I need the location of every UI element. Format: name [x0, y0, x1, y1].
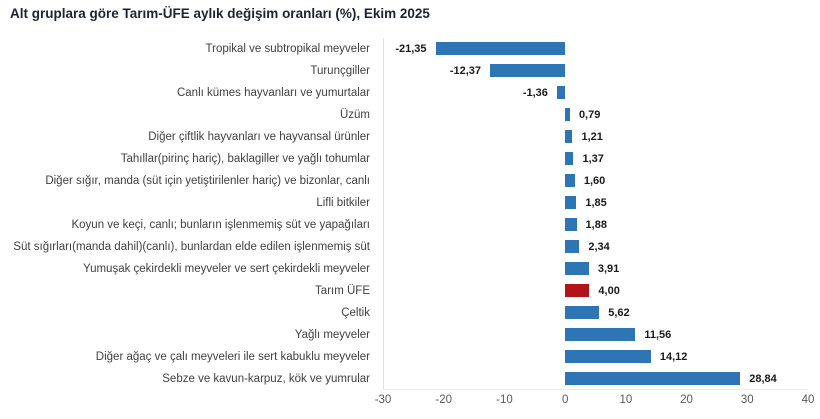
chart-row: Yağlı meyveler 11,56: [0, 324, 820, 346]
value-label: -1,36: [522, 87, 548, 99]
chart-row: Canlı kümes hayvanları ve yumurtalar -1,3…: [0, 82, 820, 104]
value-label: 14,12: [659, 351, 688, 363]
category-label: Diğer çiftlik hayvanları ve hayvansal ür…: [148, 131, 370, 143]
highlight-bar: [565, 284, 590, 297]
value-label: 1,85: [585, 197, 607, 209]
data-bar: [565, 372, 741, 385]
x-tick-label: 20: [680, 394, 693, 406]
value-label: 11,56: [644, 329, 672, 341]
value-label: -21,35: [395, 43, 427, 55]
data-bar: [435, 42, 566, 55]
data-bar: [565, 218, 577, 231]
value-label: 1,60: [583, 175, 606, 187]
data-bar: [565, 350, 651, 363]
chart-row: Tropikal ve subtropikal meyveler -21,35: [0, 38, 820, 60]
chart-row: Çeltik 5,62: [0, 302, 820, 324]
chart-row: Koyun ve keçi, canlı; bunların işlenmemi…: [0, 214, 820, 236]
value-label: 5,62: [608, 307, 630, 319]
plot-area: [383, 38, 808, 390]
data-bar: [565, 262, 589, 275]
x-tick-label: 40: [801, 394, 815, 406]
data-bar: [565, 108, 570, 121]
data-bar: [556, 86, 566, 99]
category-label: Tahıllar(pirinç hariç), baklagiller ve y…: [120, 153, 370, 165]
category-label: Sebze ve kavun-karpuz, kök ve yumrular: [162, 373, 370, 385]
category-label: Diğer ağaç ve çalı meyveleri ile sert ka…: [95, 351, 370, 363]
chart-row: Üzüm 0,79: [0, 104, 820, 126]
category-label: Turunçgiller: [310, 65, 370, 77]
x-tick-label: 10: [619, 394, 633, 406]
data-bar: [565, 240, 580, 253]
category-label: Tarım ÜFE: [315, 285, 370, 297]
chart-row: Turunçgiller -12,37: [0, 60, 820, 82]
data-bar: [565, 306, 600, 319]
chart-row: Diğer ağaç ve çalı meyveleri ile sert ka…: [0, 346, 820, 368]
x-tick-label: -10: [496, 394, 513, 406]
x-tick-label: 0: [561, 394, 569, 406]
category-label: Lifli bitkiler: [316, 197, 370, 209]
category-label: Üzüm: [339, 109, 370, 121]
chart-row: Diğer çiftlik hayvanları ve hayvansal ür…: [0, 126, 820, 148]
value-label: 0,79: [578, 109, 601, 121]
data-bar: [490, 64, 566, 77]
value-label: 28,84: [749, 373, 777, 385]
chart-row: Lifli bitkiler 1,85: [0, 192, 820, 214]
value-label: 3,91: [597, 263, 620, 275]
chart-title: Alt gruplara göre Tarım-ÜFE aylık değişi…: [10, 6, 430, 21]
category-label: Süt sığırları(manda dahil)(canlı), bunla…: [13, 241, 370, 253]
category-label: Koyun ve keçi, canlı; bunların işlenmemi…: [71, 219, 370, 231]
category-label: Çeltik: [341, 307, 370, 319]
value-label: 1,88: [585, 219, 607, 231]
category-label: Yağlı meyveler: [294, 329, 370, 341]
data-bar: [565, 196, 577, 209]
chart-row: Tahıllar(pirinç hariç), baklagiller ve y…: [0, 148, 820, 170]
chart-row: Diğer sığır, manda (süt için yetiştirile…: [0, 170, 820, 192]
x-tick-label: -20: [435, 394, 453, 406]
data-bar: [565, 328, 636, 341]
x-tick-label: 30: [740, 394, 754, 406]
category-label: Yumuşak çekirdekli meyveler ve sert çeki…: [83, 263, 370, 275]
data-bar: [565, 130, 573, 143]
chart-row: Sebze ve kavun-karpuz, kök ve yumrular 28…: [0, 368, 820, 390]
x-tick-label: -30: [374, 394, 392, 406]
chart-row: Süt sığırları(manda dahil)(canlı), bunla…: [0, 236, 820, 258]
data-bar: [565, 152, 574, 165]
data-bar: [565, 174, 575, 187]
category-label: Canlı kümes hayvanları ve yumurtalar: [176, 87, 370, 99]
category-label: Tropikal ve subtropikal meyveler: [205, 43, 370, 55]
value-label: 1,21: [581, 131, 603, 143]
category-label: Diğer sığır, manda (süt için yetiştirile…: [45, 175, 370, 187]
chart-row: Yumuşak çekirdekli meyveler ve sert çeki…: [0, 258, 820, 280]
value-label: 2,34: [588, 241, 610, 253]
value-label: 4,00: [598, 285, 620, 297]
value-label: -12,37: [449, 65, 482, 77]
value-label: 1,37: [582, 153, 604, 165]
chart-row: Tarım ÜFE 4,00: [0, 280, 820, 302]
